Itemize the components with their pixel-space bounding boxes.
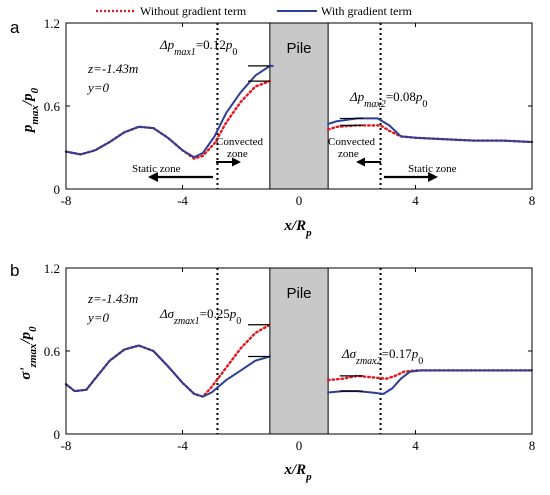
convected-zone-right-label-1: Convected [328, 136, 376, 148]
y-tick-label: 0 [54, 427, 61, 442]
y-tick-label: 0 [54, 182, 61, 197]
x-tick-label: 0 [296, 193, 303, 208]
series-without-gradient-line [326, 369, 534, 382]
x-tick-label: -4 [177, 193, 188, 208]
series-with-gradient-line [65, 64, 274, 159]
panel-b-label: b [10, 261, 19, 280]
convected-zone-right-label-2: zone [338, 148, 359, 160]
panel-a-series [64, 64, 534, 160]
convected-zone-left-label-1: Convected [216, 136, 264, 148]
x-tick-label: -4 [177, 438, 188, 453]
panel-a-delta2: Δpmax2=0.08p0 [349, 89, 427, 110]
panel-a-label: a [10, 18, 20, 37]
static-zone-left-label: Static zone [132, 163, 181, 175]
series-with-gradient-line [327, 369, 533, 395]
panel-a-param-y: y=0 [86, 80, 110, 95]
series-with-gradient-line [65, 344, 271, 398]
x-tick-label: -8 [61, 193, 72, 208]
pile-label: Pile [286, 40, 311, 57]
pile-label: Pile [286, 285, 311, 302]
y-tick-label: 1.2 [44, 261, 60, 276]
panel-b-series [64, 323, 534, 398]
pile-rect [269, 267, 329, 435]
static-zone-left-arrowhead [148, 172, 158, 182]
x-tick-label: 4 [412, 193, 419, 208]
panel-a-delta1: Δpmax1=0.12p0 [159, 37, 237, 58]
panel-a-frame [65, 22, 533, 190]
pile-rect [269, 22, 329, 190]
panel-b-param-y: y=0 [86, 310, 110, 325]
panel-b-delta1: Δσzmax1=0.25p0 [159, 306, 241, 327]
legend: Without gradient term With gradient term [96, 4, 412, 18]
x-tick-label: 8 [529, 438, 536, 453]
x-tick-label: 4 [412, 438, 419, 453]
y-tick-label: 1.2 [44, 16, 60, 31]
convected-zone-right-arrowhead [356, 157, 365, 167]
panel-a-zone-markers: Static zone Convected zone Convected zon… [132, 136, 457, 182]
panel-b-frame [65, 267, 533, 435]
panel-b-pile: Pile [269, 267, 329, 435]
panel-b-delta2: Δσzmax2=0.17p0 [341, 346, 423, 367]
legend-without-label: Without gradient term [140, 4, 247, 18]
series-with-gradient-line [327, 117, 533, 143]
convected-zone-left-arrowhead [232, 157, 241, 167]
y-tick-label: 0.6 [44, 99, 61, 114]
panel-a-xlabel: x/Rp [283, 218, 312, 239]
static-zone-right-arrowhead [428, 172, 438, 182]
panel-b-xlabel: x/Rp [283, 462, 312, 483]
x-tick-label: -8 [61, 438, 72, 453]
x-tick-label: 8 [529, 193, 536, 208]
panel-a-pile: Pile [269, 22, 329, 190]
static-zone-right-label: Static zone [408, 163, 457, 175]
panel-a-param-z: z=-1.43m [87, 61, 138, 76]
panel-a-ylabel: pmax/p0 [20, 87, 41, 134]
legend-with-label: With gradient term [321, 4, 412, 18]
panel-a: a pmax/p0 x/Rp -8 -4 0 4 8 0 0.6 1.2 Pile z=-1.… [10, 16, 535, 239]
panel-b: b σ'zmax/p0 x/Rp -8 -4 0 4 8 0 0.6 1.2 Pile z=-… [10, 261, 535, 483]
panel-b-ylabel: σ'zmax/p0 [18, 326, 39, 380]
y-tick-label: 0.6 [44, 344, 61, 359]
convected-zone-left-label-2: zone [227, 148, 248, 160]
x-tick-label: 0 [296, 438, 303, 453]
series-without-gradient-line [64, 323, 272, 398]
panel-b-param-z: z=-1.43m [87, 291, 138, 306]
